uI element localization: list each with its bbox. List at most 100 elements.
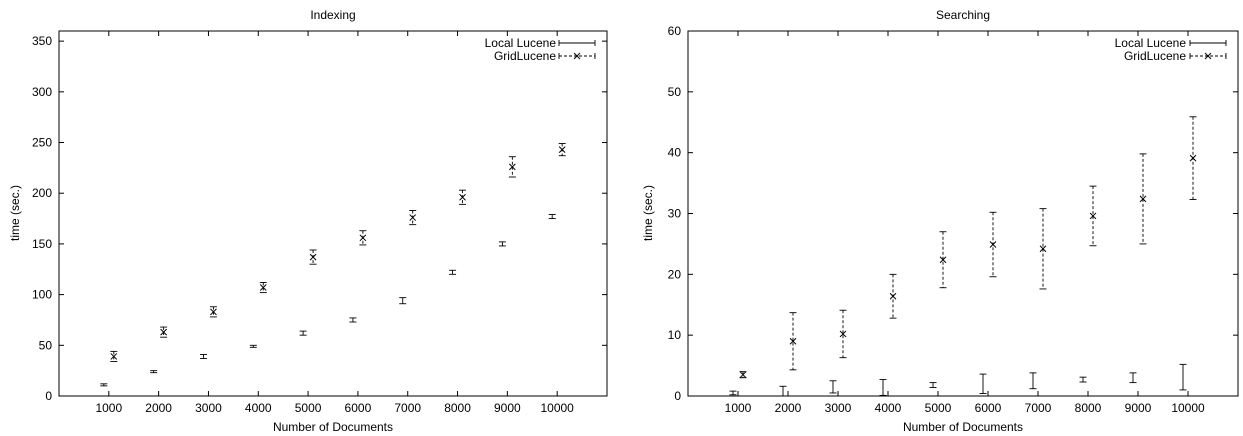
gridlucene-errorbar (1089, 185, 1097, 247)
plot-frame (687, 30, 1239, 397)
chart-title: Searching (936, 8, 990, 22)
x-tick-label: 8000 (444, 401, 471, 415)
x-tick-label: 8000 (1075, 401, 1102, 415)
legend-sample-local-lucene (558, 40, 596, 46)
x-tick-label: 5000 (295, 401, 322, 415)
gridlucene-point (889, 292, 897, 300)
x-marker-stroke (459, 193, 466, 201)
local-lucene-errorbar (879, 379, 887, 396)
y-tick-label: 350 (32, 34, 52, 48)
gridlucene-point (839, 330, 847, 338)
gridlucene-point (160, 328, 167, 336)
x-marker-stroke (210, 308, 217, 316)
local-lucene-errorbar (150, 370, 158, 374)
data-marks (100, 143, 566, 387)
y-tick-label: 20 (668, 267, 682, 281)
y-tick-label: 10 (668, 328, 682, 342)
x-marker-stroke (409, 214, 417, 221)
x-tick-label: 1000 (95, 401, 122, 415)
local-lucene-errorbar (1029, 372, 1037, 390)
local-lucene-errorbar (729, 390, 737, 396)
x-tick-label: 1000 (725, 401, 752, 415)
gridlucene-point (409, 214, 417, 221)
gridlucene-point (989, 241, 997, 248)
axis-ticks: 0 10 20 30 40 50 60 1000 2000 3000 4000 5000 6000 700… (668, 24, 1238, 415)
gridlucene-point (789, 337, 797, 345)
x-marker-stroke (573, 52, 581, 60)
x-marker-stroke (1204, 52, 1212, 60)
gridlucene-point (939, 256, 947, 264)
x-tick-label: 3000 (195, 401, 222, 415)
gridlucene-point (110, 353, 118, 360)
x-marker-stroke (309, 253, 317, 261)
x-axis-label: Number of Documents (273, 420, 393, 434)
gridlucene-point (508, 163, 516, 171)
y-axis-label: time (sec.) (8, 185, 22, 241)
x-marker-stroke (110, 353, 118, 360)
x-tick-label: 10000 (1171, 401, 1205, 415)
gridlucene-point (309, 253, 317, 261)
legend-label-gridlucene: GridLucene (1124, 49, 1186, 63)
legend-sample-gridlucene (1189, 52, 1227, 60)
gridlucene-point (1189, 154, 1197, 162)
gridlucene-point (210, 308, 217, 316)
local-lucene-errorbar (1079, 376, 1087, 383)
x-tick-label: 10000 (540, 401, 574, 415)
axis-ticks: 0 50 100 150 200 250 300 350 1000 2000 3000 4000 500… (32, 31, 607, 415)
x-tick-label: 4000 (245, 401, 272, 415)
gridlucene-point (739, 371, 747, 379)
x-tick-label: 7000 (394, 401, 421, 415)
gridlucene-point (459, 193, 466, 201)
local-lucene-errorbar (929, 382, 937, 388)
x-marker-stroke (259, 284, 267, 291)
searching-chart: Searching 0 10 20 30 40 50 60 1000 2000 3000 4000 5… (641, 8, 1239, 434)
chart-title: Indexing (310, 8, 355, 22)
x-marker-stroke (939, 256, 947, 264)
legend-label-local-lucene: Local Lucene (485, 36, 557, 50)
legend-sample-gridlucene (558, 52, 596, 60)
local-lucene-errorbar (249, 344, 257, 348)
indexing-chart: Indexing 0 50 100 150 200 250 300 350 1000 2000 30… (8, 8, 608, 434)
legend-marker (1204, 52, 1212, 60)
local-lucene-errorbar (349, 317, 357, 323)
legend: Local Lucene GridLucene (485, 36, 596, 63)
x-marker-stroke (989, 241, 997, 248)
local-lucene-errorbar (399, 297, 407, 305)
y-tick-label: 100 (32, 288, 52, 302)
gridlucene-point (359, 234, 367, 242)
local-lucene-errorbar (100, 383, 108, 387)
gridlucene-point (1139, 195, 1147, 203)
local-lucene-errorbar (449, 269, 457, 275)
legend-sample-local-lucene (1189, 40, 1227, 46)
y-tick-label: 40 (668, 146, 682, 160)
legend-label-local-lucene: Local Lucene (1115, 36, 1187, 50)
x-marker-stroke (508, 163, 516, 171)
x-marker-stroke (789, 337, 797, 345)
y-tick-label: 250 (32, 136, 52, 150)
data-marks (729, 116, 1197, 397)
x-tick-label: 6000 (975, 401, 1002, 415)
gridlucene-errorbar (789, 312, 797, 371)
local-lucene-errorbar (548, 214, 556, 220)
y-tick-label: 60 (668, 24, 682, 38)
y-tick-label: 0 (674, 389, 681, 403)
x-tick-label: 5000 (925, 401, 952, 415)
x-tick-label: 2000 (145, 401, 172, 415)
local-lucene-errorbar (1179, 363, 1187, 391)
x-marker-stroke (839, 330, 847, 338)
x-tick-label: 3000 (825, 401, 852, 415)
local-lucene-errorbar (829, 380, 837, 394)
x-tick-label: 9000 (1125, 401, 1152, 415)
y-tick-label: 50 (39, 338, 53, 352)
x-tick-label: 6000 (345, 401, 372, 415)
legend-label-gridlucene: GridLucene (494, 49, 556, 63)
local-lucene-errorbar (498, 241, 506, 247)
gridlucene-point (558, 146, 566, 153)
x-marker-stroke (558, 146, 566, 153)
y-tick-label: 0 (45, 389, 52, 403)
x-tick-label: 7000 (1025, 401, 1052, 415)
y-axis-label: time (sec.) (641, 185, 655, 241)
x-tick-label: 2000 (775, 401, 802, 415)
gridlucene-point (259, 284, 267, 291)
